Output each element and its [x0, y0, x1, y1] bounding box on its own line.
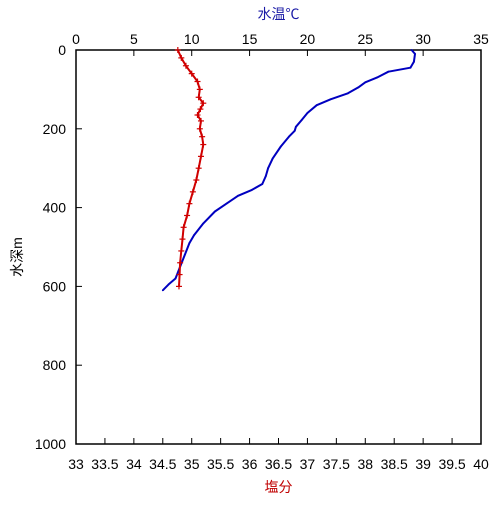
bottom-tick-label: 40	[473, 456, 489, 472]
temperature-point	[188, 242, 191, 244]
salinity-point	[197, 117, 204, 124]
bottom-tick-label: 37	[300, 456, 316, 472]
salinity-point	[193, 177, 200, 184]
temperature-point	[237, 194, 239, 197]
salinity-point	[175, 283, 182, 290]
salinity-point	[194, 112, 201, 119]
salinity-point	[195, 165, 202, 172]
temperature-point	[279, 145, 282, 148]
bottom-axis-ticks: 33 33.5 34 34.5 35 35.5 36 36.5 37 37.5 38 38.5 39 39…	[68, 438, 489, 472]
salinity-point	[194, 78, 201, 85]
salinity-point	[195, 94, 202, 101]
salinity-point	[177, 259, 184, 266]
temperature-point	[329, 98, 332, 101]
temperature-point	[412, 60, 415, 63]
temperature-point	[315, 104, 318, 107]
bottom-tick-label: 39	[415, 456, 431, 472]
salinity-point	[176, 271, 183, 278]
temperature-point	[357, 86, 360, 89]
temperature-point	[264, 175, 267, 177]
salinity-point	[200, 141, 207, 148]
salinity-point	[180, 224, 187, 231]
temperature-point	[161, 289, 164, 292]
salinity-point	[178, 54, 185, 61]
temperature-point	[300, 119, 303, 122]
salinity-point	[178, 247, 185, 254]
left-tick-label: 200	[43, 121, 67, 137]
temperature-point	[202, 222, 205, 225]
left-axis-ticks: 0 200 400 600 800 1000	[35, 42, 82, 452]
top-axis-title: 水温℃	[258, 6, 300, 22]
temperature-point	[261, 183, 264, 185]
temperature-point	[183, 253, 186, 256]
bottom-tick-label: 35	[184, 456, 200, 472]
salinity-point	[200, 100, 207, 107]
salinity-point	[196, 86, 203, 93]
bottom-tick-label: 38	[357, 456, 373, 472]
top-tick-label: 0	[72, 31, 80, 47]
top-tick-label: 10	[184, 31, 200, 47]
bottom-tick-label: 39.5	[438, 456, 465, 472]
left-tick-label: 1000	[35, 436, 66, 452]
temperature-point	[250, 188, 253, 191]
salinity-point	[196, 125, 203, 132]
salinity-point	[188, 70, 195, 77]
top-axis-ticks: 0 5 10 15 20 25 30 35	[72, 31, 489, 56]
temperature-point	[193, 234, 195, 237]
bottom-axis-title: 塩分	[265, 479, 293, 495]
temperature-point	[225, 202, 228, 205]
salinity-point	[174, 47, 181, 53]
salinity-point	[199, 133, 206, 140]
bottom-tick-label: 33.5	[91, 456, 118, 472]
temperature-point	[364, 81, 367, 84]
bottom-tick-label: 34.5	[149, 456, 176, 472]
left-tick-label: 600	[43, 278, 67, 294]
salinity-point	[189, 188, 196, 195]
salinity-point	[197, 106, 204, 113]
temperature-point	[414, 53, 416, 55]
bottom-tick-label: 36.5	[265, 456, 292, 472]
temperature-point	[410, 49, 413, 51]
temperature-point	[213, 210, 216, 213]
bottom-tick-label: 37.5	[323, 456, 350, 472]
temperature-point	[375, 76, 378, 79]
top-tick-label: 35	[473, 31, 489, 47]
left-axis-title: 水深m	[9, 237, 25, 277]
temperature-point	[174, 277, 177, 280]
top-tick-label: 20	[300, 31, 316, 47]
bottom-tick-label: 36	[242, 456, 258, 472]
bottom-tick-label: 38.5	[381, 456, 408, 472]
temperature-point	[293, 129, 296, 132]
bottom-tick-label: 33	[68, 456, 84, 472]
salinity-point	[184, 212, 191, 219]
temperature-point	[347, 92, 349, 95]
salinity-point	[179, 236, 186, 243]
left-tick-label: 400	[43, 200, 67, 216]
top-tick-label: 15	[242, 31, 258, 47]
temperature-point	[294, 125, 297, 128]
bottom-tick-label: 35.5	[207, 456, 234, 472]
temperature-point	[267, 167, 269, 170]
salinity-point	[186, 200, 193, 207]
left-tick-label: 0	[58, 42, 66, 58]
temperature-point	[167, 283, 170, 286]
temperature-point	[271, 157, 274, 160]
top-tick-label: 5	[130, 31, 138, 47]
top-tick-label: 30	[415, 31, 431, 47]
temperature-point	[306, 112, 309, 114]
temperature-point	[387, 70, 390, 73]
top-tick-label: 25	[357, 31, 373, 47]
temperature-point	[409, 66, 412, 69]
salinity-point	[182, 62, 189, 69]
left-tick-label: 800	[43, 357, 67, 373]
series-layer	[161, 47, 416, 292]
temperature-point	[288, 135, 290, 138]
salinity-point	[197, 153, 204, 160]
bottom-tick-label: 34	[126, 456, 142, 472]
